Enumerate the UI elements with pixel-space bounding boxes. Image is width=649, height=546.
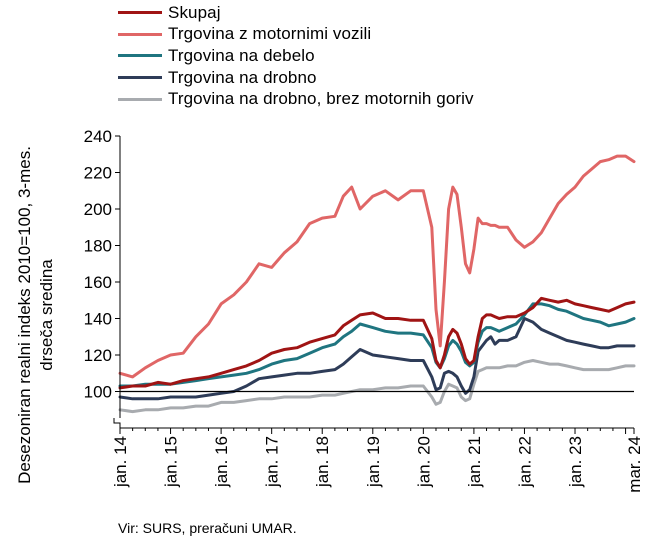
legend-label: Trgovina na drobno: [168, 67, 317, 87]
y-tick-label: 160: [84, 273, 112, 292]
y-tick-label: 220: [84, 164, 112, 183]
legend-label: Trgovina z motornimi vozili: [168, 24, 372, 44]
legend-item: Trgovina na drobno, brez motornih goriv: [118, 88, 474, 110]
y-tick-label: 120: [84, 346, 112, 365]
x-tick-label: jan. 14: [111, 436, 130, 488]
legend-swatch: [118, 32, 162, 36]
legend-item: Trgovina na debelo: [118, 45, 474, 67]
x-tick-label: jan. 20: [414, 436, 433, 488]
y-axis-label: Desezoniran realni indeks 2010=100, 3-me…: [15, 146, 56, 484]
x-tick-label: jan. 23: [566, 436, 585, 488]
y-tick-label: 240: [84, 127, 112, 146]
legend-item: Trgovina z motornimi vozili: [118, 24, 474, 46]
y-axis-break: [113, 418, 121, 428]
legend-label: Trgovina na debelo: [168, 45, 315, 65]
x-tick-label: mar. 24: [625, 436, 644, 493]
legend-swatch: [118, 76, 162, 80]
x-tick-label: jan. 22: [516, 436, 535, 488]
series-layer: [118, 154, 636, 414]
x-tick-label: jan. 19: [364, 436, 383, 488]
x-tick-label: jan. 18: [313, 436, 332, 488]
x-tick-label: jan. 15: [162, 436, 181, 488]
series-line: [118, 296, 636, 390]
chart-legend: Skupaj Trgovina z motornimi vozili Trgovin…: [118, 2, 474, 110]
legend-swatch: [118, 54, 162, 58]
legend-swatch: [118, 97, 162, 101]
legend-item: Trgovina na drobno: [118, 67, 474, 89]
series-line: [118, 154, 636, 379]
y-tick-label: 180: [84, 237, 112, 256]
series-line: [118, 317, 636, 401]
axis-layer: 100 120 140 160 180 200 220 240 jan. 14 jan. 15 ja…: [84, 127, 644, 493]
x-tick-label: jan. 16: [212, 436, 231, 488]
series-line: [118, 359, 636, 414]
legend-label: Skupaj: [168, 2, 221, 22]
x-tick-label: jan. 21: [465, 436, 484, 488]
legend-swatch: [118, 11, 162, 15]
y-tick-label: 140: [84, 310, 112, 329]
y-tick-label: 100: [84, 383, 112, 402]
legend-item: Skupaj: [118, 2, 474, 24]
y-tick-label: 200: [84, 200, 112, 219]
x-tick-label: jan. 17: [263, 436, 282, 488]
source-note: Vir: SURS, preračuni UMAR.: [118, 520, 297, 536]
legend-label: Trgovina na drobno, brez motornih goriv: [168, 89, 474, 109]
